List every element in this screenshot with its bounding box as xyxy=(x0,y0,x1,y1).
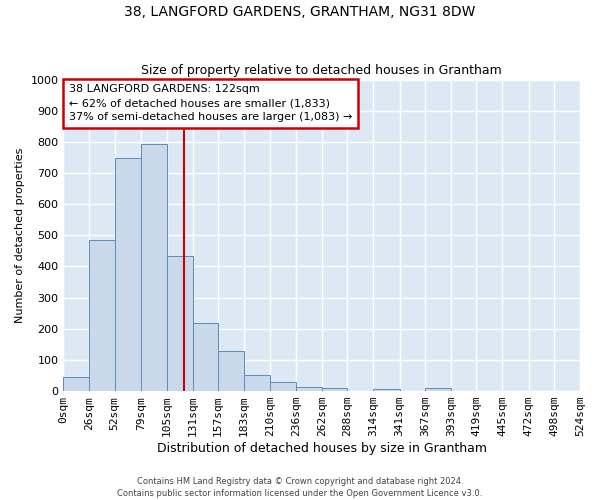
Bar xyxy=(373,388,400,391)
Title: Size of property relative to detached houses in Grantham: Size of property relative to detached ho… xyxy=(142,64,502,77)
Text: 38, LANGFORD GARDENS, GRANTHAM, NG31 8DW: 38, LANGFORD GARDENS, GRANTHAM, NG31 8DW xyxy=(124,5,476,19)
Bar xyxy=(64,377,89,391)
Bar xyxy=(296,387,322,391)
Bar xyxy=(425,388,451,391)
Bar xyxy=(141,144,167,391)
Text: Contains HM Land Registry data © Crown copyright and database right 2024.
Contai: Contains HM Land Registry data © Crown c… xyxy=(118,476,482,498)
Bar xyxy=(115,158,141,391)
Bar xyxy=(322,388,347,391)
Bar xyxy=(193,322,218,391)
Text: 38 LANGFORD GARDENS: 122sqm
← 62% of detached houses are smaller (1,833)
37% of : 38 LANGFORD GARDENS: 122sqm ← 62% of det… xyxy=(68,84,352,122)
Bar xyxy=(89,240,115,391)
Bar xyxy=(244,375,271,391)
Bar xyxy=(218,351,244,391)
X-axis label: Distribution of detached houses by size in Grantham: Distribution of detached houses by size … xyxy=(157,442,487,455)
Y-axis label: Number of detached properties: Number of detached properties xyxy=(15,148,25,323)
Bar xyxy=(167,256,193,391)
Bar xyxy=(271,382,296,391)
